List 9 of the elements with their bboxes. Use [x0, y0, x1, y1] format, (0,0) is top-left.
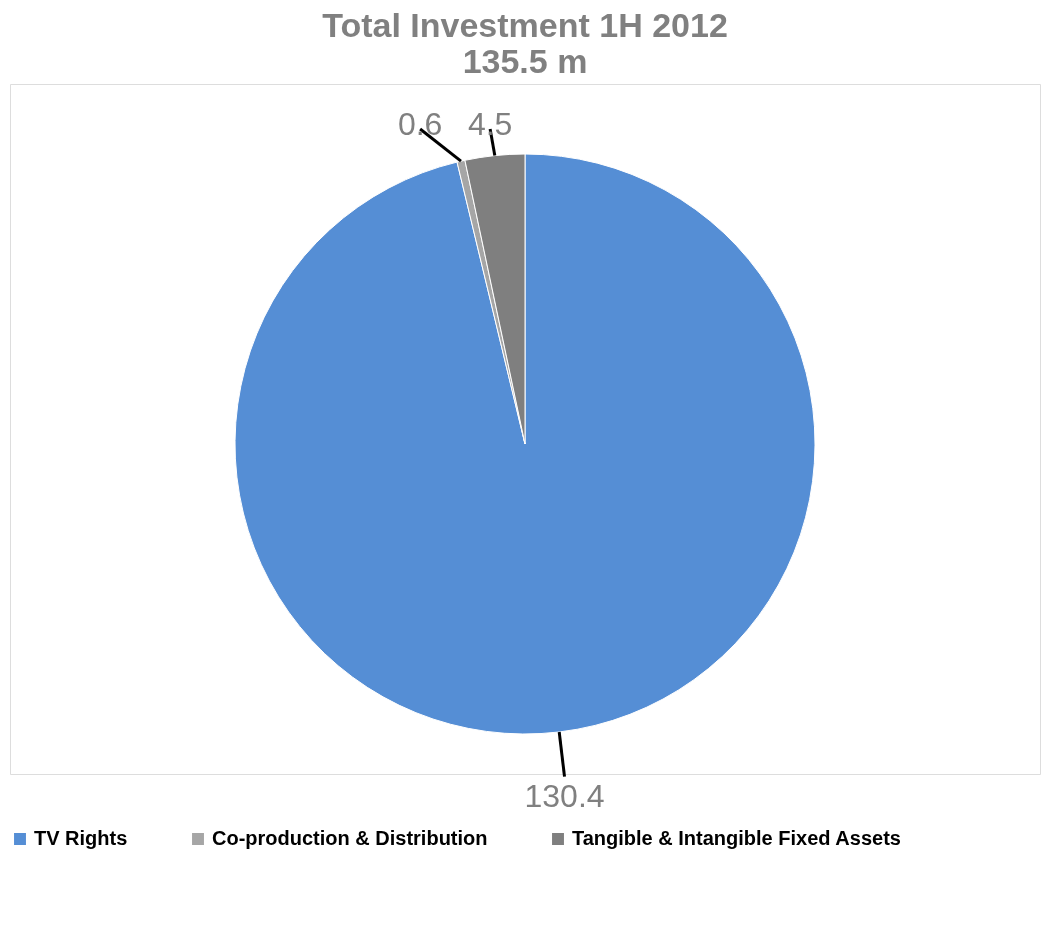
data-label: 4.5: [467, 106, 513, 142]
data-label: 130.4: [524, 777, 605, 814]
data-label: 0.6: [397, 106, 443, 142]
text: 135.5 m: [462, 42, 588, 80]
pie-slice: [234, 153, 816, 735]
legend-label: Tangible & Intangible Fixed Assets: [572, 827, 901, 849]
legend-label: TV Rights: [34, 827, 128, 849]
legend-label: Co-production & Distribution: [212, 827, 488, 849]
text: Total Investment 1H 2012: [322, 6, 728, 44]
